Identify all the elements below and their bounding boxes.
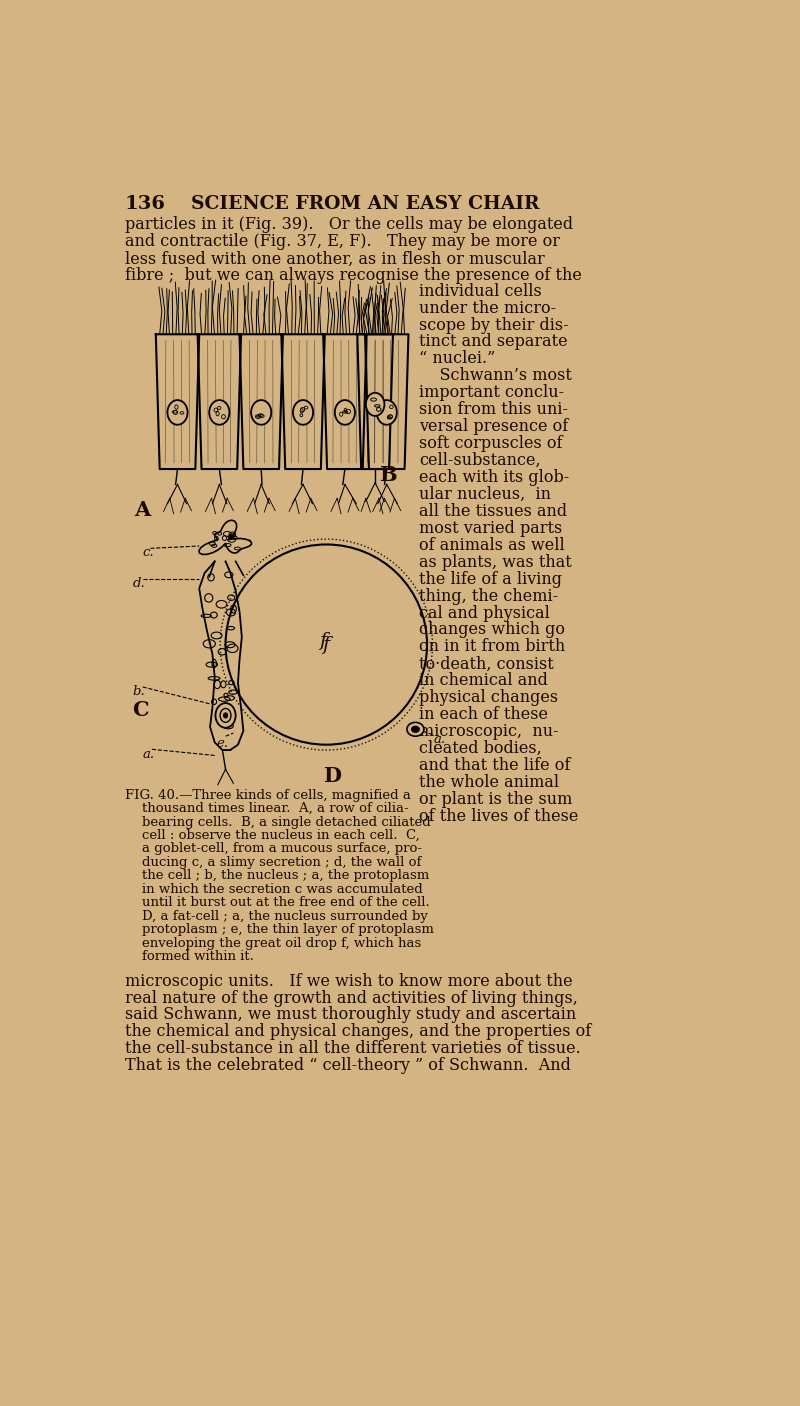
Text: That is the celebrated “ cell-theory ” of Schwann.  And: That is the celebrated “ cell-theory ” o… <box>125 1057 570 1074</box>
Text: physical changes: physical changes <box>419 689 558 706</box>
Text: of animals as well: of animals as well <box>419 537 565 554</box>
Text: ular nucleus,  in: ular nucleus, in <box>419 486 551 503</box>
Text: under the micro-: under the micro- <box>419 299 557 316</box>
Text: cell : observe the nucleus in each cell.  C,: cell : observe the nucleus in each cell.… <box>125 830 419 842</box>
Text: in chemical and: in chemical and <box>419 672 548 689</box>
Text: the life of a living: the life of a living <box>419 571 562 588</box>
Text: D: D <box>323 766 342 786</box>
Ellipse shape <box>335 401 355 425</box>
Text: b.: b. <box>133 685 146 697</box>
Text: ducing c, a slimy secretion ; d, the wall of: ducing c, a slimy secretion ; d, the wal… <box>125 856 421 869</box>
Text: scope by their dis-: scope by their dis- <box>419 316 569 333</box>
Text: a.: a. <box>142 748 154 761</box>
Ellipse shape <box>210 401 230 425</box>
Text: the whole animal: the whole animal <box>419 773 559 792</box>
Text: microscopic,  nu-: microscopic, nu- <box>419 723 559 740</box>
Text: D, a fat-cell ; a, the nucleus surrounded by: D, a fat-cell ; a, the nucleus surrounde… <box>125 910 428 922</box>
Text: a goblet-cell, from a mucous surface, pro-: a goblet-cell, from a mucous surface, pr… <box>125 842 422 855</box>
Text: as plants, was that: as plants, was that <box>419 554 572 571</box>
Ellipse shape <box>411 727 419 733</box>
Text: formed within it.: formed within it. <box>125 950 254 963</box>
Text: SCIENCE FROM AN EASY CHAIR: SCIENCE FROM AN EASY CHAIR <box>191 195 540 212</box>
Text: B: B <box>379 465 397 485</box>
Text: the cell-substance in all the different varieties of tissue.: the cell-substance in all the different … <box>125 1040 581 1057</box>
Text: e.: e. <box>216 737 228 749</box>
Text: less fused with one another, as in flesh or muscular: less fused with one another, as in flesh… <box>125 250 545 267</box>
Text: A: A <box>134 499 150 520</box>
Text: most varied parts: most varied parts <box>419 520 562 537</box>
Text: tinct and separate: tinct and separate <box>419 333 568 350</box>
Ellipse shape <box>215 703 236 728</box>
Ellipse shape <box>366 392 385 416</box>
Text: in which the secretion c was accumulated: in which the secretion c was accumulated <box>125 883 422 896</box>
Text: on in it from birth: on in it from birth <box>419 638 566 655</box>
Text: individual cells: individual cells <box>419 283 542 299</box>
Text: thousand times linear.  A, a row of cilia-: thousand times linear. A, a row of cilia… <box>125 801 409 815</box>
Ellipse shape <box>223 713 228 718</box>
Text: bearing cells.  B, a single detached ciliated: bearing cells. B, a single detached cili… <box>125 815 430 828</box>
Text: c.: c. <box>142 546 154 560</box>
Text: the chemical and physical changes, and the properties of: the chemical and physical changes, and t… <box>125 1024 591 1040</box>
Ellipse shape <box>377 401 397 425</box>
Text: versal presence of: versal presence of <box>419 418 569 436</box>
Text: each with its glob-: each with its glob- <box>419 470 570 486</box>
Text: all the tissues and: all the tissues and <box>419 503 567 520</box>
Text: said Schwann, we must thoroughly study and ascertain: said Schwann, we must thoroughly study a… <box>125 1007 576 1024</box>
Text: FIG. 40.—Three kinds of cells, magnified a: FIG. 40.—Three kinds of cells, magnified… <box>125 789 410 801</box>
Text: of the lives of these: of the lives of these <box>419 808 578 825</box>
Text: d.: d. <box>133 576 146 591</box>
Text: particles in it (Fig. 39).   Or the cells may be elongated: particles in it (Fig. 39). Or the cells … <box>125 217 573 233</box>
Text: until it burst out at the free end of the cell.: until it burst out at the free end of th… <box>125 897 430 910</box>
Text: the cell ; b, the nucleus ; a, the protoplasm: the cell ; b, the nucleus ; a, the proto… <box>125 869 429 883</box>
Text: enveloping the great oil drop f, which has: enveloping the great oil drop f, which h… <box>125 936 421 950</box>
Text: “ nuclei.”: “ nuclei.” <box>419 350 495 367</box>
Text: cal and physical: cal and physical <box>419 605 550 621</box>
Text: 136: 136 <box>125 195 166 212</box>
Ellipse shape <box>167 401 187 425</box>
Text: protoplasm ; e, the thin layer of protoplasm: protoplasm ; e, the thin layer of protop… <box>125 924 434 936</box>
Text: in each of these: in each of these <box>419 706 548 723</box>
Text: thing, the chemi-: thing, the chemi- <box>419 588 558 605</box>
Text: real nature of the growth and activities of living things,: real nature of the growth and activities… <box>125 990 578 1007</box>
Text: and that the life of: and that the life of <box>419 756 570 773</box>
Text: soft corpuscles of: soft corpuscles of <box>419 434 562 453</box>
Text: microscopic units.   If we wish to know more about the: microscopic units. If we wish to know mo… <box>125 973 573 990</box>
Ellipse shape <box>251 401 271 425</box>
Text: cleated bodies,: cleated bodies, <box>419 740 542 756</box>
Text: changes which go: changes which go <box>419 621 566 638</box>
Text: or plant is the sum: or plant is the sum <box>419 792 573 808</box>
Ellipse shape <box>407 723 424 737</box>
Text: to·death, consist: to·death, consist <box>419 655 554 672</box>
Text: C: C <box>133 700 149 720</box>
Text: important conclu-: important conclu- <box>419 384 565 401</box>
Text: and contractile (Fig. 37, E, F).   They may be more or: and contractile (Fig. 37, E, F). They ma… <box>125 233 560 250</box>
Text: f: f <box>322 636 330 654</box>
Text: f: f <box>318 631 326 650</box>
Ellipse shape <box>293 401 313 425</box>
Text: fibre ;  but we can always recognise the presence of the: fibre ; but we can always recognise the … <box>125 267 582 284</box>
Text: sion from this uni-: sion from this uni- <box>419 401 568 418</box>
Text: Schwann’s most: Schwann’s most <box>419 367 572 384</box>
Text: a.: a. <box>434 733 446 747</box>
Text: cell-substance,: cell-substance, <box>419 453 541 470</box>
